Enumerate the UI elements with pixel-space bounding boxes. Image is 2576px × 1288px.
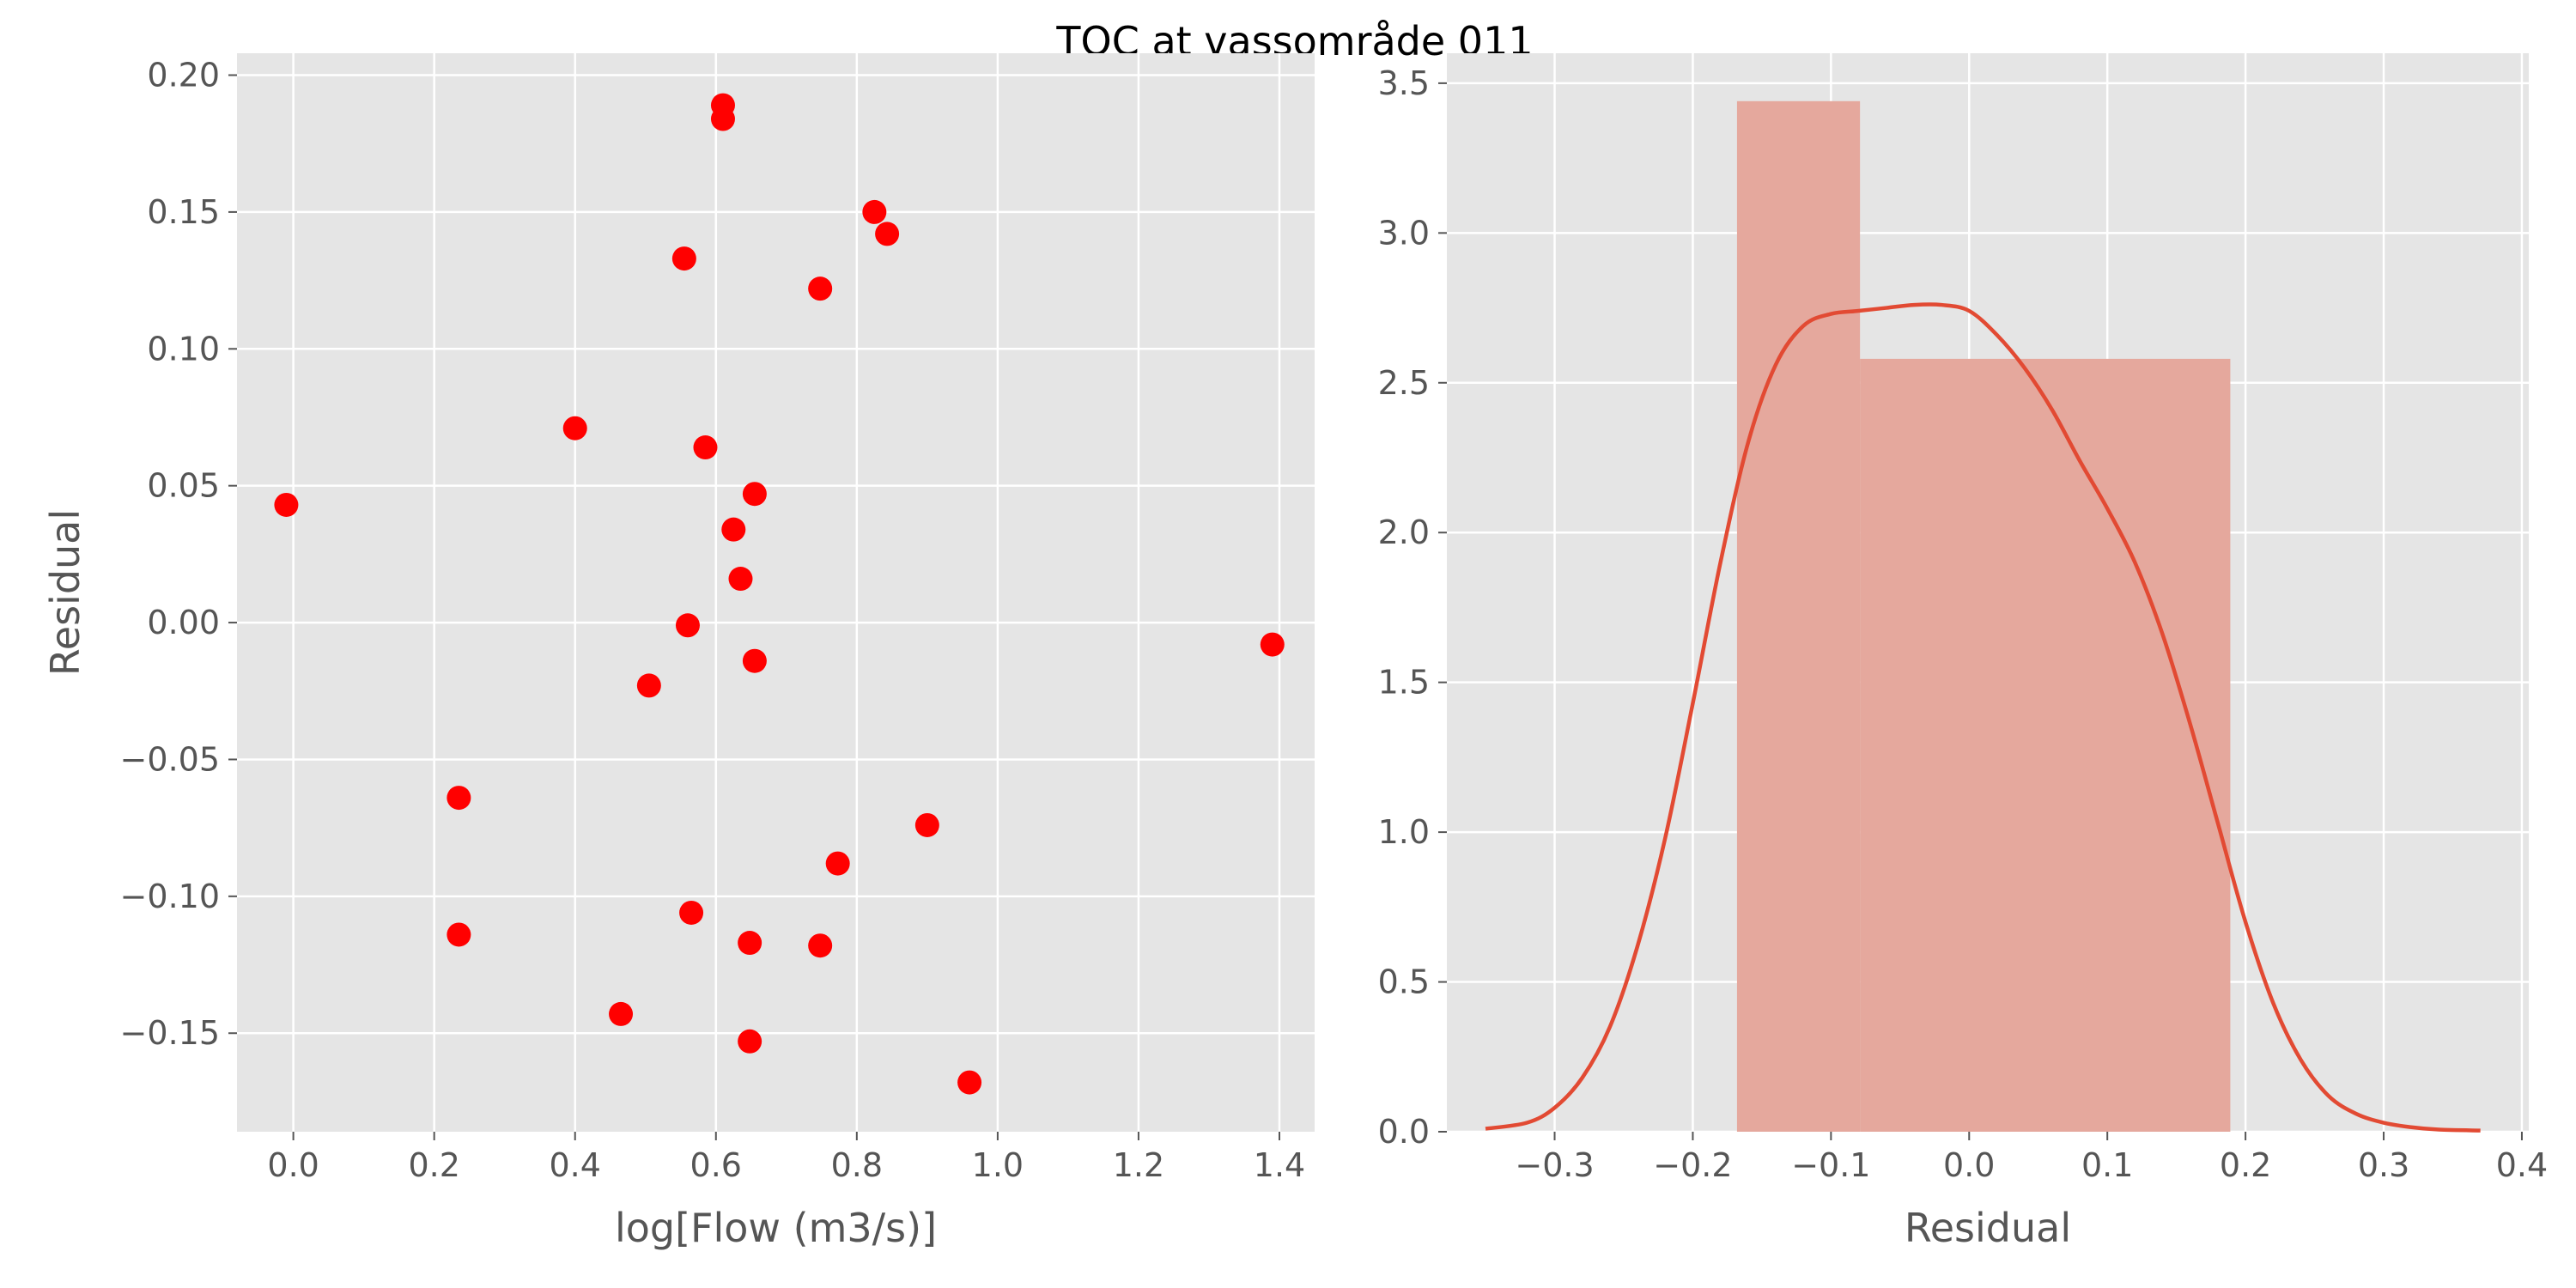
scatter-point [825, 851, 850, 876]
scatter-point [447, 786, 471, 811]
x-tick-label: −0.1 [1791, 1146, 1870, 1184]
x-tick-label: −0.2 [1653, 1146, 1732, 1184]
scatter-point [721, 517, 746, 542]
x-tick-label: 0.3 [2358, 1146, 2409, 1184]
histogram-marks [1485, 100, 2481, 1133]
y-tick-label: 0.05 [147, 467, 220, 505]
scatter-point [671, 246, 696, 271]
x-tick-label: 0.0 [1943, 1146, 1995, 1184]
histogram-bar [1860, 358, 2231, 1132]
scatter-point [957, 1070, 982, 1095]
histogram-bar [1736, 100, 1861, 1132]
scatter-point [875, 222, 900, 246]
scatter-plot-area [237, 53, 1315, 1132]
x-tick-label: 0.0 [267, 1146, 319, 1184]
x-tick-label: 1.4 [1254, 1146, 1305, 1184]
y-tick-label: 0.0 [1378, 1113, 1430, 1151]
y-tick-label: 0.15 [147, 193, 220, 231]
scatter-point [808, 276, 833, 301]
x-tick-label: 0.1 [2081, 1146, 2133, 1184]
scatter-point [636, 673, 661, 698]
scatter-point [274, 492, 299, 517]
x-tick-label: 0.2 [408, 1146, 459, 1184]
y-tick-label: −0.10 [120, 878, 220, 915]
y-tick-label: 0.00 [147, 604, 220, 641]
scatter-point [728, 567, 753, 592]
scatter-panel: 0.0 0.2 0.4 0.6 0.8 1.0 1.2 1.4 −0.15 −0.10 −0.05 0… [42, 53, 1315, 1251]
scatter-point [562, 416, 587, 440]
scatter-point [609, 1001, 634, 1026]
y-tick-label: 0.20 [147, 57, 220, 94]
x-tick-label: 1.0 [972, 1146, 1024, 1184]
scatter-point [738, 931, 762, 956]
y-tick-label: −0.05 [120, 740, 220, 778]
scatter-point [710, 106, 735, 131]
histogram-x-axis-label: Residual [1905, 1205, 2071, 1251]
kde-line [1485, 302, 2481, 1133]
y-tick-label: 1.0 [1378, 813, 1430, 851]
scatter-point [862, 199, 887, 224]
histogram-panel: −0.3 −0.2 −0.1 0.0 0.1 0.2 0.3 0.4 0.0 0.5 1.0 1.5 2… [1378, 53, 2549, 1251]
x-tick-label: 0.4 [2496, 1146, 2548, 1184]
x-tick-label: 0.6 [690, 1146, 742, 1184]
scatter-ticks: 0.0 0.2 0.4 0.6 0.8 1.0 1.2 1.4 −0.15 −0.10 −0.05 0… [120, 57, 1306, 1184]
x-tick-label: 0.2 [2220, 1146, 2271, 1184]
y-tick-label: 1.5 [1378, 664, 1430, 702]
scatter-points [274, 93, 1285, 1095]
scatter-y-axis-label: Residual [42, 509, 88, 676]
x-tick-label: −0.3 [1515, 1146, 1594, 1184]
scatter-x-axis-label: log[Flow (m3/s)] [615, 1205, 937, 1251]
scatter-point [675, 613, 700, 638]
x-tick-label: 0.4 [550, 1146, 601, 1184]
y-tick-label: 0.5 [1378, 963, 1430, 1001]
scatter-point [742, 648, 767, 673]
scatter-point [738, 1029, 762, 1054]
y-tick-label: −0.15 [120, 1014, 220, 1052]
scatter-point [1260, 632, 1285, 657]
y-tick-label: 2.0 [1378, 513, 1430, 551]
y-tick-label: 3.0 [1378, 214, 1430, 252]
scatter-point [808, 933, 833, 958]
y-tick-label: 2.5 [1378, 364, 1430, 402]
scatter-point [914, 812, 939, 837]
scatter-point [693, 435, 718, 460]
scatter-grid [237, 53, 1315, 1132]
y-tick-label: 3.5 [1378, 64, 1430, 102]
scatter-point [742, 482, 767, 507]
x-tick-label: 1.2 [1113, 1146, 1164, 1184]
scatter-point [447, 922, 471, 947]
y-tick-label: 0.10 [147, 330, 220, 368]
histogram-ticks: −0.3 −0.2 −0.1 0.0 0.1 0.2 0.3 0.4 0.0 0.5 1.0 1.5 2… [1378, 64, 2549, 1184]
x-tick-label: 0.8 [831, 1146, 883, 1184]
scatter-point [679, 900, 704, 925]
